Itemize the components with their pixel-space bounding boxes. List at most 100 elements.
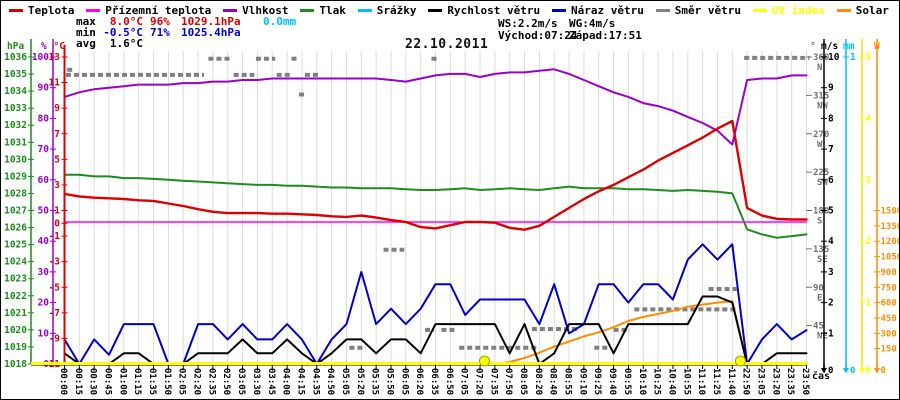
wind-gust-stat: WG:4m/s: [569, 17, 616, 30]
svg-text:00:30: 00:30: [88, 368, 98, 395]
temp-min-value: -0.5°C: [103, 26, 143, 39]
svg-text:1021: 1021: [4, 308, 27, 319]
svg-text:1: 1: [866, 298, 872, 309]
svg-text:S: S: [817, 217, 822, 227]
svg-text:-9: -9: [49, 333, 61, 344]
svg-text:1023: 1023: [4, 274, 27, 285]
time-labels: 00:00 00:15 00:30 00:45 01:00 01:15 01:35 01:50…: [58, 368, 810, 395]
svg-text:01:35: 01:35: [147, 368, 157, 395]
svg-text:-1: -1: [49, 231, 61, 242]
pressure-line: [63, 173, 808, 239]
legend-item-teplota: Teplota: [9, 4, 74, 17]
wind-direction-dashes: [65, 55, 810, 350]
svg-text:06:20: 06:20: [414, 368, 424, 395]
svg-text:900: 900: [881, 268, 897, 278]
svg-text:7: 7: [828, 144, 834, 155]
pressure-max-value: 1029.1hPa: [181, 15, 241, 28]
pressure-min-value: 1025.4hPa: [181, 26, 241, 39]
svg-text:90: 90: [38, 83, 50, 94]
legend-label: Srážky: [376, 3, 417, 17]
legend-swatch-icon: [752, 8, 767, 12]
svg-text:09:10: 09:10: [577, 368, 587, 395]
svg-text:90: 90: [813, 283, 824, 293]
svg-text:10:40: 10:40: [666, 368, 676, 395]
temp-avg-value: 1.6°C: [109, 37, 143, 50]
svg-text:6: 6: [828, 175, 834, 186]
chart-title-date: 22.10.2011: [405, 37, 489, 52]
svg-text:1026: 1026: [4, 223, 27, 234]
svg-text:600: 600: [881, 299, 897, 309]
legend-label: Rychlost větru: [447, 3, 541, 17]
svg-text:1: 1: [850, 52, 856, 63]
svg-text:10:55: 10:55: [681, 368, 691, 395]
svg-text:-3: -3: [49, 257, 61, 268]
svg-text:00:45: 00:45: [103, 368, 113, 395]
svg-text:9: 9: [828, 83, 834, 94]
svg-text:2: 2: [866, 236, 872, 247]
legend-item-solar: Solar: [836, 3, 889, 17]
svg-text:23:20: 23:20: [770, 368, 780, 395]
svg-text:05:05: 05:05: [340, 368, 350, 395]
temperature-line: [63, 119, 808, 231]
svg-text:11:25: 11:25: [711, 368, 721, 395]
svg-text:0: 0: [828, 366, 833, 376]
humidity-line: [63, 68, 808, 146]
svg-text:750: 750: [881, 283, 897, 293]
humidity-max-value: 96%: [150, 15, 170, 28]
legend-swatch-icon: [836, 8, 851, 12]
svg-text:1033: 1033: [4, 103, 27, 114]
legend-item-p-zemn-teplota: Přízemní teplota: [86, 4, 211, 17]
svg-text:07:20: 07:20: [474, 368, 484, 395]
svg-text:02:50: 02:50: [221, 368, 231, 395]
svg-text:5: 5: [866, 52, 872, 63]
rain-total-value: 0.0mm: [263, 15, 297, 28]
svg-text:23:35: 23:35: [785, 368, 795, 395]
svg-text:11:40: 11:40: [726, 368, 736, 395]
legend-label: Solar: [855, 3, 889, 17]
legend-label: Tlak: [319, 3, 346, 17]
svg-text:NE: NE: [817, 332, 828, 342]
svg-text:1027: 1027: [4, 206, 27, 217]
svg-text:1018: 1018: [4, 359, 27, 370]
svg-text:03:45: 03:45: [266, 368, 276, 395]
svg-text:7: 7: [54, 129, 60, 140]
svg-text:3: 3: [828, 267, 834, 278]
legend-swatch-icon: [223, 8, 238, 12]
svg-text:1050: 1050: [881, 253, 900, 263]
svg-text:315: 315: [813, 91, 829, 101]
legend-swatch-icon: [300, 8, 315, 12]
svg-text:450: 450: [881, 314, 897, 324]
svg-text:11: 11: [49, 78, 61, 89]
svg-text:10: 10: [38, 328, 50, 339]
right-axes: °360N315NW270W225SW180S135SE90E45NE10987…: [806, 39, 900, 376]
svg-text:-7: -7: [49, 308, 60, 319]
svg-text:2: 2: [828, 298, 834, 309]
temp-max-value: 8.0°C: [109, 15, 143, 28]
svg-text:11:10: 11:10: [696, 368, 706, 395]
svg-text:03:05: 03:05: [236, 368, 246, 395]
legend-label: Teplota: [28, 3, 75, 17]
legend-label: Vlhkost: [242, 3, 289, 17]
svg-text:SE: SE: [817, 255, 828, 265]
svg-text:06:50: 06:50: [444, 368, 454, 395]
legend-label: Náraz větru: [571, 3, 644, 17]
bottom-axis: čas: [31, 362, 830, 382]
svg-text:1350: 1350: [881, 222, 900, 232]
svg-text:5: 5: [54, 154, 60, 165]
svg-text:mm: mm: [843, 41, 855, 52]
svg-text:5: 5: [828, 206, 834, 217]
svg-text:04:50: 04:50: [325, 368, 335, 395]
svg-text:150: 150: [881, 345, 897, 355]
svg-text:1031: 1031: [4, 137, 27, 148]
svg-text:4: 4: [866, 113, 872, 124]
svg-text:225: 225: [813, 168, 829, 178]
sunset-marker: [734, 355, 746, 367]
wind-speed-line: [63, 295, 808, 365]
svg-text:06:05: 06:05: [399, 368, 409, 395]
sunrise-stat: Východ:07:24: [498, 29, 578, 42]
svg-text:1019: 1019: [4, 342, 27, 353]
svg-text:04:00: 04:00: [281, 368, 291, 395]
svg-text:00:00: 00:00: [58, 368, 68, 395]
svg-text:09:40: 09:40: [607, 368, 617, 395]
